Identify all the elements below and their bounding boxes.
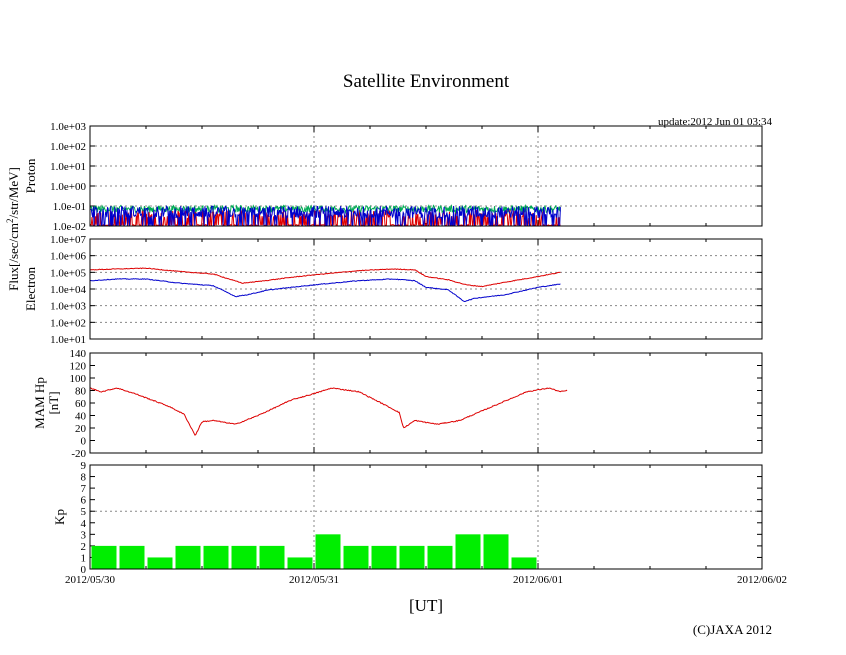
mam-hp-ytick-label: -20: [71, 448, 86, 460]
panel-proton: 1.0e-02 1.0e-01 1.0e+00 1.0e+01 1.0e+02 1.0e+…: [23, 121, 763, 233]
electron-series-electron-high: [89, 267, 561, 288]
kp-ytick-label: 2: [81, 541, 87, 553]
electron-ylabel: Electron: [23, 266, 38, 311]
proton-ytick-label: 1.0e-02: [53, 221, 86, 233]
kp-bar: [483, 534, 509, 569]
kp-ytick-label: 4: [81, 518, 87, 530]
flux-ylabel-base: Flux[/sec/cm: [6, 223, 21, 291]
kp-bar: [427, 545, 453, 569]
mam-hp-ytick-label: 80: [75, 386, 87, 398]
proton-frame: [89, 125, 763, 227]
mam-hp-frame: [89, 352, 763, 454]
kp-ytick-label: 0: [81, 564, 87, 576]
x-tick-label: 2012/05/31: [289, 574, 339, 586]
proton-ytick-label: 1.0e-01: [53, 201, 86, 213]
kp-bar: [119, 545, 145, 569]
mam-hp-ylabel-unit: [nT]: [46, 391, 61, 414]
x-axis-tick-labels: 2012/05/30 2012/05/31 2012/06/01 2012/06/02: [65, 574, 787, 586]
electron-frame: [89, 238, 763, 340]
kp-bar: [147, 557, 173, 569]
kp-bar: [203, 545, 229, 569]
x-tick-label: 2012/06/02: [737, 574, 787, 586]
kp-bar: [371, 545, 397, 569]
x-tick-label: 2012/06/01: [513, 574, 563, 586]
electron-ytick-label: 1.0e+01: [50, 334, 86, 346]
mam-hp-series-hp: [89, 387, 568, 436]
kp-ylabel: Kp: [52, 509, 67, 525]
electron-ytick-label: 1.0e+05: [50, 267, 86, 279]
electron-ytick-label: 1.0e+07: [50, 234, 86, 246]
panel-electron: 1.0e+01 1.0e+02 1.0e+03 1.0e+04 1.0e+05 1.0e+…: [23, 234, 763, 346]
kp-bar: [231, 545, 257, 569]
mam-hp-ytick-label: 100: [70, 373, 87, 385]
kp-bar: [287, 557, 313, 569]
shared-flux-ylabel: Flux[/sec/cm2/str/MeV]: [5, 167, 21, 291]
proton-ytick-label: 1.0e+01: [50, 161, 86, 173]
electron-ytick-label: 1.0e+03: [50, 301, 86, 313]
flux-ylabel-superscript: 2: [5, 218, 15, 223]
proton-series-proton-channel-2: [89, 203, 561, 215]
flux-ylabel-tail: /str/MeV]: [6, 167, 21, 218]
kp-bar: [399, 545, 425, 569]
electron-series-electron-low: [89, 278, 561, 303]
kp-bar: [511, 557, 537, 569]
electron-ytick-label: 1.0e+04: [50, 284, 86, 296]
proton-ylabel: Proton: [23, 158, 38, 193]
kp-ytick-label: 9: [81, 460, 87, 472]
mam-hp-ytick-label: 60: [75, 398, 87, 410]
svg-text:Flux[/sec/cm2/str/MeV]: Flux[/sec/cm2/str/MeV]: [5, 167, 21, 291]
kp-ytick-label: 1: [81, 552, 87, 564]
kp-bar: [259, 545, 285, 569]
copyright-text: (C)JAXA 2012: [693, 622, 772, 637]
kp-ytick-label: 5: [81, 506, 87, 518]
kp-ytick-label: 8: [81, 472, 87, 484]
x-axis-label: [UT]: [409, 596, 443, 615]
kp-bar: [455, 534, 481, 569]
mam-hp-ytick-label: 20: [75, 423, 87, 435]
proton-ytick-label: 1.0e+02: [50, 141, 86, 153]
kp-frame: [89, 464, 763, 570]
kp-bar: [343, 545, 369, 569]
kp-bar: [315, 534, 341, 569]
kp-ytick-label: 3: [81, 529, 87, 541]
x-tick-label: 2012/05/30: [65, 574, 116, 586]
mam-hp-ytick-label: 120: [70, 361, 87, 373]
mam-hp-ytick-label: 0: [81, 436, 87, 448]
kp-ytick-label: 7: [81, 483, 87, 495]
proton-ytick-label: 1.0e+03: [50, 121, 86, 133]
kp-bar: [91, 545, 117, 569]
chart-title: Satellite Environment: [343, 71, 510, 92]
mam-hp-ytick-label: 40: [75, 411, 87, 423]
kp-ytick-label: 6: [81, 495, 87, 507]
mam-hp-ylabel: MAM Hp: [32, 377, 47, 429]
update-timestamp: update:2012 Jun 01 03:34: [658, 116, 772, 128]
kp-bar: [175, 545, 201, 569]
electron-ytick-label: 1.0e+06: [50, 251, 86, 263]
mam-hp-ytick-label: 140: [70, 348, 87, 360]
proton-ytick-label: 1.0e+00: [50, 181, 86, 193]
electron-ytick-label: 1.0e+02: [50, 317, 86, 329]
